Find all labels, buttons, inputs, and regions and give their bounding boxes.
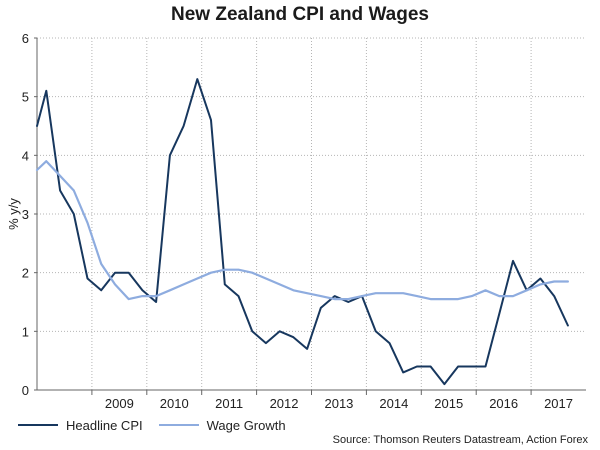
legend: Headline CPI Wage Growth — [18, 416, 302, 434]
legend-swatch-wage-growth — [158, 424, 199, 426]
x-tick-label: 2014 — [379, 396, 408, 411]
source-note: Source: Thomson Reuters Datastream, Acti… — [332, 434, 588, 446]
y-tick-label: 3 — [22, 207, 29, 222]
labels: % y/y 0 1 2 3 4 5 6 2009 2010 2011 2012 2013 2014 201… — [6, 31, 573, 411]
y-tick-label: 6 — [22, 31, 29, 46]
legend-label-wage-growth: Wage Growth — [206, 417, 286, 433]
legend-item-headline-cpi: Headline CPI — [18, 418, 143, 433]
legend-swatch-headline-cpi — [18, 424, 58, 426]
y-axis-label: % y/y — [6, 198, 21, 230]
x-tick-label: 2012 — [270, 396, 299, 411]
x-tick-label: 2016 — [489, 396, 518, 411]
x-tick-label: 2017 — [544, 396, 573, 411]
y-tick-label: 2 — [22, 266, 29, 281]
legend-label-headline-cpi: Headline CPI — [66, 417, 143, 433]
y-tick-label: 0 — [22, 383, 29, 398]
series-layer — [35, 78, 570, 386]
x-tick-label: 2009 — [105, 396, 134, 411]
x-tick-label: 2013 — [324, 396, 353, 411]
x-tick-label: 2011 — [215, 396, 243, 411]
series-line-headline-cpi — [36, 78, 569, 386]
x-tick-label: 2015 — [434, 396, 463, 411]
y-tick-label: 4 — [22, 148, 29, 163]
legend-item-wage-growth: Wage Growth — [158, 417, 286, 433]
x-tick-label: 2010 — [160, 396, 189, 411]
series-line-wage-growth — [35, 160, 570, 301]
axes — [34, 37, 586, 395]
y-tick-label: 5 — [22, 90, 29, 105]
y-tick-label: 1 — [22, 324, 29, 339]
chart-title: New Zealand CPI and Wages — [171, 4, 429, 25]
